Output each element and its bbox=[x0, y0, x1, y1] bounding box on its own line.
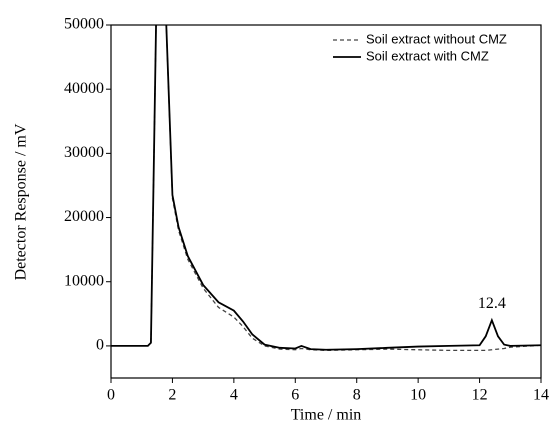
y-tick-label: 30000 bbox=[64, 144, 104, 161]
legend-label: Soil extract without CMZ bbox=[366, 31, 507, 46]
plot-frame bbox=[110, 24, 542, 379]
y-tick-label: 10000 bbox=[64, 272, 104, 289]
x-tick-label: 2 bbox=[168, 387, 176, 404]
x-tick-label: 4 bbox=[230, 387, 238, 404]
legend-label: Soil extract with CMZ bbox=[366, 48, 489, 63]
x-tick-label: 14 bbox=[533, 387, 549, 404]
plot-area bbox=[111, 25, 541, 352]
y-tick-label: 50000 bbox=[64, 16, 104, 33]
y-axis-title: Detector Response / mV bbox=[13, 123, 30, 280]
series-line bbox=[111, 25, 541, 352]
x-tick-label: 6 bbox=[291, 387, 299, 404]
x-tick-label: 8 bbox=[353, 387, 361, 404]
annotation: 12.4 bbox=[478, 295, 506, 312]
y-tick-label: 20000 bbox=[64, 208, 104, 225]
y-tick-label: 0 bbox=[96, 337, 104, 354]
x-axis-title: Time / min bbox=[291, 407, 362, 424]
x-tick-label: 0 bbox=[107, 387, 115, 404]
y-tick-label: 40000 bbox=[64, 80, 104, 97]
x-tick-label: 10 bbox=[410, 387, 426, 404]
legend: Soil extract without CMZ Soil extract wit… bbox=[333, 31, 507, 63]
x-tick-label: 12 bbox=[472, 387, 488, 404]
series-line bbox=[111, 25, 541, 351]
